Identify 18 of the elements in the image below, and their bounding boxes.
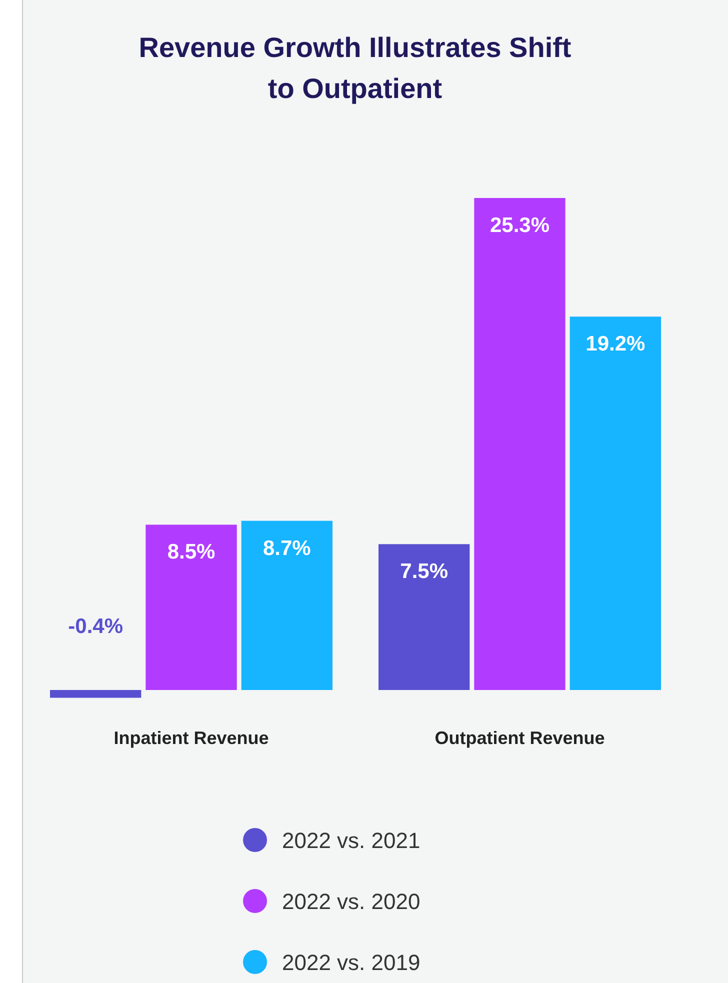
data-label: 8.7% (262, 536, 312, 560)
bar (241, 520, 333, 690)
x-tick-label: Inpatient Revenue (114, 728, 269, 748)
legend-label: 2022 vs. 2021 (282, 828, 420, 853)
x-tick-label: Outpatient Revenue (434, 728, 605, 748)
legend-label: 2022 vs. 2019 (282, 950, 420, 975)
bar (50, 690, 142, 698)
bar (570, 316, 661, 690)
data-label: 8.5% (167, 540, 216, 564)
chart-title: Revenue Growth Illustrates Shift to Outpatient (138, 32, 572, 104)
bar (474, 198, 566, 690)
legend-label: 2022 vs. 2020 (282, 889, 420, 914)
data-label: 7.5% (400, 560, 448, 584)
data-label: 19.2% (586, 332, 646, 356)
data-label: 25.3% (490, 214, 550, 237)
bar (378, 544, 470, 690)
bar (146, 524, 237, 690)
data-label: -0.4% (68, 615, 124, 638)
